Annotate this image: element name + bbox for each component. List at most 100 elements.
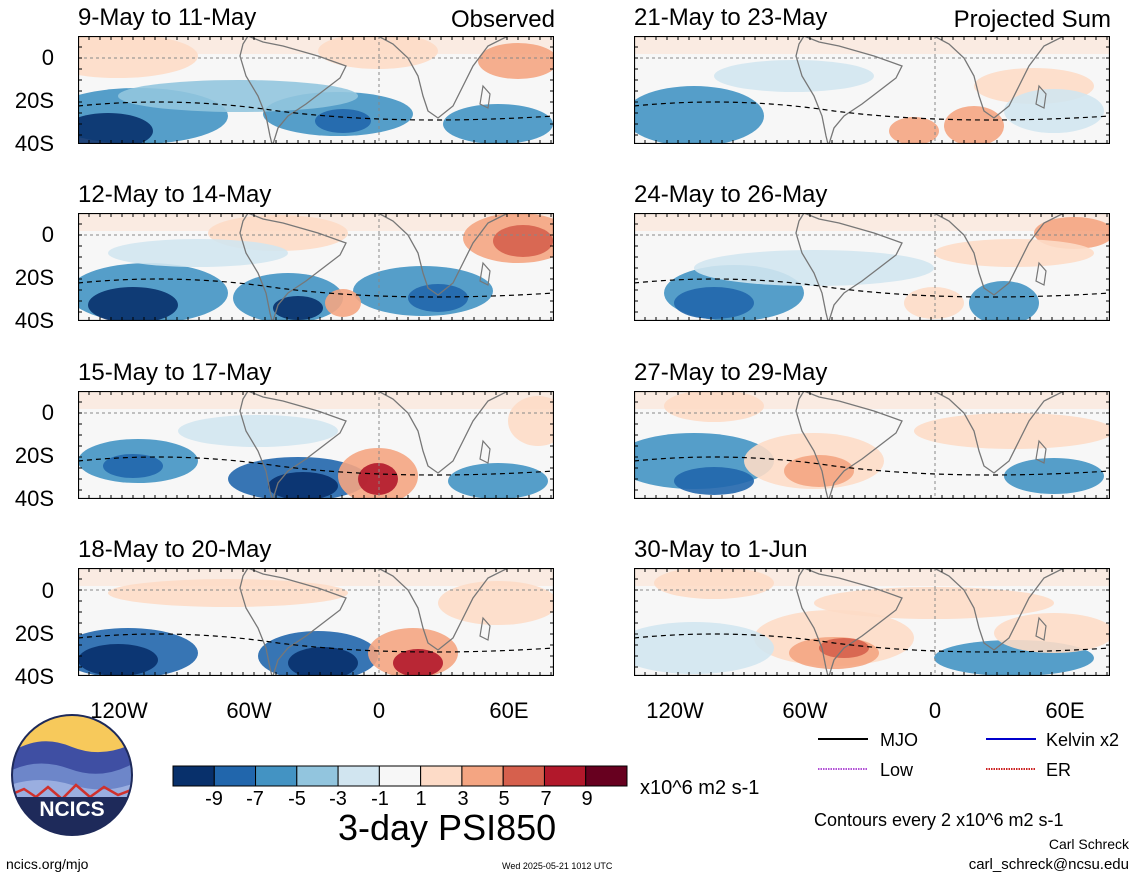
- anomaly-region: [318, 36, 438, 69]
- colorbar-tick: 1: [415, 788, 427, 810]
- anomaly-region: [1004, 458, 1104, 494]
- lon-label-0: 0: [928, 698, 942, 723]
- anomaly-region: [443, 104, 553, 144]
- anomaly-region: [268, 472, 338, 499]
- colorbar-swatch: [543, 765, 587, 787]
- lat-label-40s: 40S: [14, 131, 54, 156]
- anomaly-region: [674, 467, 754, 495]
- colorbar-swatch: [461, 765, 504, 787]
- lat-label-40s: 40S: [14, 308, 54, 333]
- anomaly-region: [408, 284, 468, 312]
- colorbar-tick: 9: [581, 788, 593, 810]
- lon-label-0: 0: [372, 698, 386, 723]
- anomaly-region: [944, 106, 1004, 144]
- legend-mjo-label: MJO: [880, 730, 918, 750]
- colorbar-tick: -1: [371, 788, 389, 810]
- panel-title-r2: 24-May to 26-May: [634, 181, 828, 208]
- colorbar-tick: 5: [498, 788, 510, 810]
- anomaly-region: [814, 587, 1054, 619]
- panel-title-l4: 18-May to 20-May: [78, 536, 272, 563]
- legend-kelvin-label: Kelvin x2: [1046, 730, 1120, 750]
- anomaly-region: [448, 463, 548, 499]
- colorbar-tick: 7: [540, 788, 552, 810]
- author-email[interactable]: carl_schreck@ncsu.edu: [968, 856, 1129, 873]
- colorbar-swatch: [255, 765, 298, 787]
- anomaly-region: [493, 225, 553, 257]
- anomaly-region: [438, 581, 554, 625]
- colorbar-swatch: [172, 765, 215, 787]
- lon-label-120w: 120W: [90, 698, 148, 723]
- map-panel-l4: [78, 568, 554, 676]
- legend-swatches-right: [986, 738, 1036, 770]
- map-panel-l1: [78, 36, 554, 144]
- map-panel-l3: [78, 391, 554, 499]
- panel-title-r3: 27-May to 29-May: [634, 359, 828, 386]
- lat-label-0: 0: [41, 222, 54, 247]
- lat-label-0: 0: [41, 400, 54, 425]
- lon-label-60w: 60W: [782, 698, 828, 723]
- logo-text: NCICS: [39, 798, 104, 821]
- anomaly-region: [889, 117, 939, 144]
- colorbar-tick: -3: [329, 788, 347, 810]
- anomaly-region: [694, 250, 934, 286]
- panel-title-l2: 12-May to 14-May: [78, 181, 272, 208]
- panel-title-r4: 30-May to 1-Jun: [634, 536, 808, 563]
- anomaly-region: [178, 415, 338, 447]
- anomaly-region: [108, 579, 348, 607]
- legend-low-label: Low: [880, 760, 914, 780]
- colorbar-swatch: [213, 765, 257, 787]
- anomaly-region: [78, 36, 198, 78]
- timestamp: Wed 2025-05-21 1012 UTC: [502, 861, 613, 871]
- colorbar-swatch: [296, 765, 339, 787]
- colorbar-swatch: [585, 765, 628, 787]
- author-name: Carl Schreck: [1048, 836, 1129, 852]
- lon-label-60e: 60E: [1045, 698, 1085, 723]
- colorbar: [172, 765, 628, 787]
- anomaly-region: [634, 86, 764, 144]
- anomaly-region: [994, 613, 1110, 653]
- panel-tag-projected: Projected Sum: [953, 6, 1111, 33]
- anomaly-region: [78, 644, 158, 676]
- anomaly-region: [88, 287, 178, 321]
- panel-tag-observed: Observed: [450, 6, 555, 33]
- colorbar-tick: -7: [246, 788, 264, 810]
- panel-title-l1: 9-May to 11-May: [78, 4, 257, 31]
- anomaly-region: [634, 622, 774, 674]
- lat-label-20s: 20S: [14, 88, 54, 113]
- anomaly-region: [78, 113, 153, 144]
- ncics-logo: NCICS: [11, 714, 133, 836]
- anomaly-region: [934, 239, 1094, 267]
- contour-note: Contours every 2 x10^6 m2 s-1: [814, 810, 1064, 830]
- anomaly-region: [904, 287, 964, 319]
- map-panel-r3: [634, 391, 1110, 499]
- anomaly-region: [714, 60, 874, 92]
- map-panel-r4: [634, 568, 1110, 676]
- lon-label-60w: 60W: [226, 698, 272, 723]
- lat-label-20s: 20S: [14, 265, 54, 290]
- anomaly-region: [393, 649, 443, 676]
- colorbar-swatch: [378, 765, 422, 787]
- anomaly-region: [358, 463, 398, 495]
- lon-label-120w: 120W: [646, 698, 704, 723]
- anomaly-region: [103, 454, 163, 478]
- anomaly-region: [969, 281, 1039, 321]
- colorbar-swatch: [337, 765, 380, 787]
- anomaly-region: [108, 239, 288, 267]
- lat-label-20s: 20S: [14, 621, 54, 646]
- legend-er-label: ER: [1046, 760, 1072, 780]
- lat-label-40s: 40S: [14, 486, 54, 511]
- anomaly-region: [914, 413, 1110, 449]
- colorbar-tick: 3: [457, 788, 469, 810]
- panel-title-r1: 21-May to 23-May: [634, 4, 828, 31]
- lon-label-60e: 60E: [489, 698, 529, 723]
- colorbar-swatch: [420, 765, 463, 787]
- lat-label-0: 0: [41, 578, 54, 603]
- colorbar-tick: -5: [288, 788, 306, 810]
- website-link[interactable]: ncics.org/mjo: [6, 856, 89, 872]
- anomaly-region: [508, 396, 554, 446]
- anomaly-region: [288, 647, 358, 676]
- anomaly-region: [674, 287, 754, 319]
- lat-label-20s: 20S: [14, 443, 54, 468]
- anomaly-region: [118, 80, 358, 112]
- anomaly-region: [1004, 89, 1104, 133]
